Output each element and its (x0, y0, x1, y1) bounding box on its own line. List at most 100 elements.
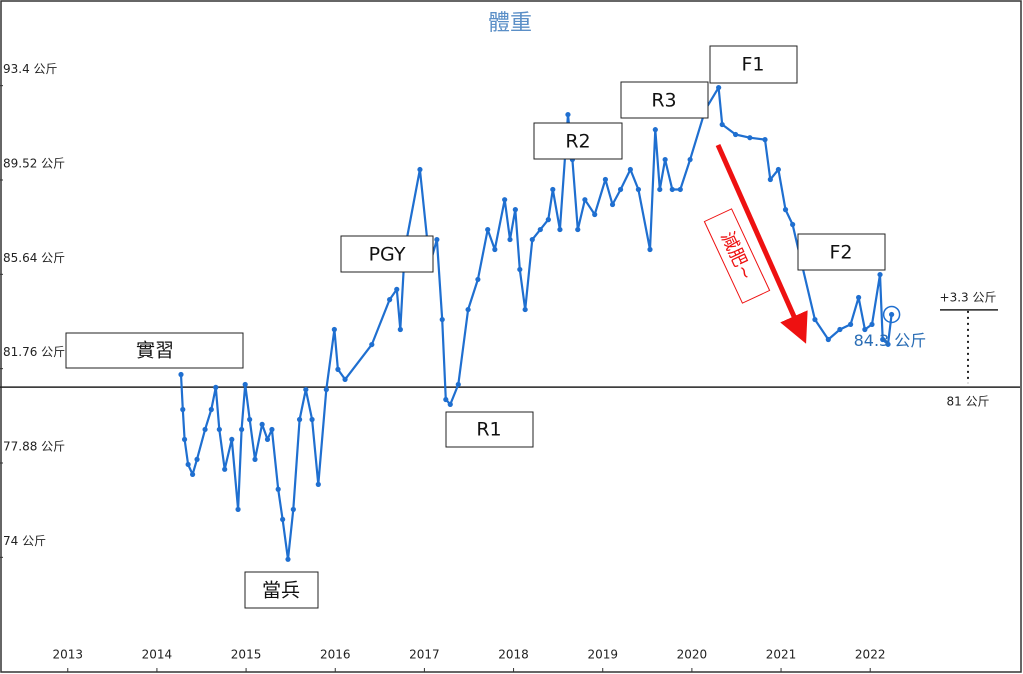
point (877, 271, 883, 278)
point (565, 111, 571, 118)
point (687, 156, 693, 163)
point (847, 321, 854, 328)
point (732, 131, 739, 138)
x-tick-label: 2017 (409, 648, 440, 662)
point (719, 121, 725, 128)
point (280, 516, 286, 523)
point (439, 316, 445, 323)
x-tick-label: 2014 (142, 648, 173, 662)
annotation: F1 (741, 54, 764, 76)
point (782, 207, 789, 213)
point (323, 386, 329, 393)
annotation: R2 (565, 131, 590, 153)
point (592, 211, 598, 218)
point (194, 456, 200, 462)
annotation-box (244, 571, 319, 609)
point (222, 466, 228, 472)
point (181, 436, 188, 443)
x-tick-label: 2018 (498, 648, 529, 662)
point (342, 376, 348, 382)
annotation-box (709, 45, 798, 84)
point (235, 506, 241, 513)
point (208, 406, 214, 413)
point (178, 371, 184, 378)
annotation: F2 (829, 242, 852, 264)
point (657, 186, 663, 193)
annotation: PGY (369, 244, 406, 266)
point (202, 426, 208, 433)
point (275, 486, 281, 492)
annotation-box (65, 332, 244, 369)
point (252, 456, 258, 462)
point (550, 186, 556, 193)
point (862, 326, 868, 333)
point (716, 84, 722, 91)
point (213, 384, 219, 390)
point (582, 197, 588, 203)
point (259, 421, 265, 427)
point (635, 186, 641, 193)
point (485, 226, 491, 233)
x-tick-label: 2019 (587, 648, 618, 662)
point (812, 316, 818, 323)
point (475, 276, 481, 283)
point (869, 321, 875, 328)
point (617, 186, 624, 193)
point (885, 341, 891, 347)
point (790, 221, 796, 228)
annotation-box (445, 411, 534, 448)
point (669, 186, 675, 193)
point (517, 266, 523, 273)
point (502, 197, 508, 203)
point (269, 426, 275, 433)
point (335, 366, 341, 372)
diet-box (703, 208, 771, 304)
point (315, 481, 321, 487)
point (512, 207, 518, 213)
plot: 74 公斤 77.88 公斤 81.76 公斤 85.64 公斤 89.52 公斤 93.… (0, 62, 1020, 672)
point (216, 426, 222, 433)
point (309, 416, 315, 423)
point (455, 381, 461, 388)
point (837, 326, 843, 333)
point (229, 436, 235, 443)
point (394, 286, 400, 292)
change-label: +3.3 公斤 (940, 290, 997, 304)
point (434, 236, 440, 243)
point (239, 426, 245, 433)
point (609, 201, 616, 208)
annotation-box (340, 235, 434, 273)
annotation-box (533, 122, 623, 160)
point (247, 416, 253, 423)
annotation: 實習 (136, 340, 174, 362)
point (627, 166, 633, 173)
point (387, 297, 393, 303)
reference-label: 81 公斤 (946, 395, 989, 409)
point (397, 326, 403, 333)
y-tick-label: 85.64 公斤 (3, 251, 65, 265)
point (652, 127, 658, 133)
point (889, 311, 895, 318)
y-tick-label: 74 公斤 (3, 534, 46, 548)
point (264, 436, 271, 443)
point (825, 336, 831, 343)
point (242, 381, 248, 388)
point (290, 506, 296, 513)
point (303, 386, 309, 393)
y-tick-label: 93.4 公斤 (3, 62, 58, 76)
point (285, 556, 291, 562)
point (662, 156, 668, 163)
annotations: 實習 當兵 PGY R1 R2 R3 F1 F2 減肥~ (65, 45, 886, 609)
point (880, 336, 886, 343)
annotation: 當兵 (262, 580, 300, 602)
point (369, 341, 375, 348)
annotation-box (620, 81, 709, 119)
point (447, 401, 453, 407)
point (537, 226, 543, 233)
latest-label: 84.3 公斤 (854, 331, 927, 350)
chart-title: 體重 (488, 11, 532, 36)
point (545, 217, 551, 223)
point (767, 176, 773, 183)
y-tick-label: 81.76 公斤 (3, 345, 65, 359)
